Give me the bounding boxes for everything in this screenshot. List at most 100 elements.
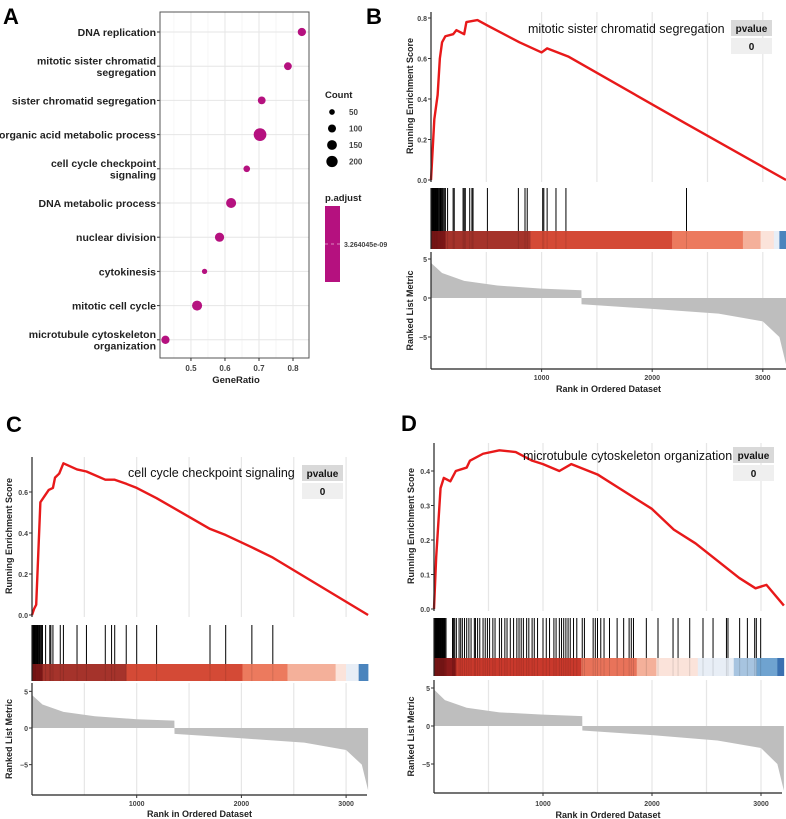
y-tick-label: 0.6 xyxy=(18,490,28,497)
rank-color-segment xyxy=(636,658,657,676)
y-tick-label: 5 xyxy=(426,686,430,693)
pvalue-header-cell xyxy=(302,465,343,481)
rank-color-segment xyxy=(242,664,288,681)
rank-color-segment xyxy=(445,231,531,249)
category-label: microtubule cytoskeleton xyxy=(29,329,156,341)
enrichment-score-line xyxy=(429,18,786,182)
data-point xyxy=(226,197,237,209)
x-axis-label: GeneRatio xyxy=(212,375,260,386)
x-tick-label: 3000 xyxy=(753,801,769,808)
y-axis-label-ranked: Ranked List Metric xyxy=(405,270,415,350)
category-label: DNA replication xyxy=(78,27,156,39)
gsea-panel-c: 0.0 0.2 0.4 0.6 Running Enrichment Score cell… xyxy=(4,457,369,819)
x-tick-label: 2000 xyxy=(644,375,660,382)
data-point xyxy=(214,232,225,242)
pvalue-header: pvalue xyxy=(307,469,339,480)
gene-set-title: mitotic sister chromatid segregation xyxy=(528,22,725,36)
gsea-panel-d: 0.0 0.1 0.2 0.3 0.4 Running Enrichment Score m… xyxy=(406,443,785,819)
legend-size-dot xyxy=(328,124,336,133)
panel-label-a: A xyxy=(3,4,19,29)
pvalue-value: 0 xyxy=(320,487,326,498)
y-tick-label: −5 xyxy=(422,762,430,769)
data-point xyxy=(253,128,267,141)
y-tick-label: 0.2 xyxy=(417,138,427,145)
rank-color-segment xyxy=(581,658,638,676)
data-point xyxy=(243,165,251,173)
y-tick-label: 0.4 xyxy=(420,469,430,476)
y-tick-label: 0.8 xyxy=(417,16,427,23)
rank-color-segment xyxy=(455,658,582,676)
category-label: organic acid metabolic process xyxy=(0,130,156,142)
ranked-metric-area xyxy=(431,262,786,365)
data-point xyxy=(161,335,170,344)
data-point xyxy=(257,96,266,105)
y-axis-label-ranked: Ranked List Metric xyxy=(4,699,14,779)
panel-label-b: B xyxy=(366,4,382,29)
rank-color-segment xyxy=(287,664,336,681)
rank-color-segment xyxy=(773,231,780,249)
x-axis-label: Rank in Ordered Dataset xyxy=(556,384,661,394)
y-tick-label: 0.2 xyxy=(420,538,430,545)
legend-size-dot xyxy=(327,140,337,150)
enrichment-score-line xyxy=(432,449,785,610)
y-tick-label: 5 xyxy=(423,257,427,264)
rank-color-segment xyxy=(777,658,785,676)
y-tick-label: 0.4 xyxy=(18,531,28,538)
x-tick-label: 1000 xyxy=(129,801,145,808)
category-label: mitotic sister chromatid xyxy=(37,55,156,67)
gene-set-title: microtubule cytoskeleton organization xyxy=(523,449,732,463)
rank-color-segment xyxy=(431,231,446,249)
x-tick-label: 3000 xyxy=(755,375,771,382)
y-tick-label: 0.0 xyxy=(420,607,430,614)
pvalue-value-cell xyxy=(302,483,343,499)
rank-color-segment xyxy=(756,658,778,676)
x-tick-label: 0.8 xyxy=(287,364,299,373)
category-label: nuclear division xyxy=(76,232,156,244)
category-label: cytokinesis xyxy=(99,266,156,278)
y-tick-label: −5 xyxy=(419,335,427,342)
pvalue-value-cell xyxy=(731,38,772,54)
x-tick-label: 3000 xyxy=(338,801,354,808)
legend-color-label: 3.264045e-09 xyxy=(344,242,387,249)
y-tick-label: 0.6 xyxy=(417,57,427,64)
x-tick-label: 1000 xyxy=(534,375,550,382)
rank-color-segment xyxy=(42,664,127,681)
category-label: organization xyxy=(94,341,156,353)
data-point xyxy=(201,268,208,275)
ranked-metric-area xyxy=(32,695,369,791)
y-axis-label: Running Enrichment Score xyxy=(4,478,14,594)
y-axis-label: Running Enrichment Score xyxy=(406,468,416,584)
panel-label-c: C xyxy=(6,412,22,437)
x-tick-label: 0.5 xyxy=(185,364,197,373)
rank-color-segment xyxy=(742,231,761,249)
pvalue-value: 0 xyxy=(751,469,757,480)
category-label: mitotic cell cycle xyxy=(72,301,156,313)
y-tick-label: 0.0 xyxy=(18,613,28,620)
ranked-metric-area xyxy=(434,689,784,791)
data-point xyxy=(297,27,307,37)
rank-color-segment xyxy=(779,231,786,249)
legend-size-label: 150 xyxy=(349,141,363,150)
enrichment-score-line xyxy=(30,462,369,617)
x-axis-label: Rank in Ordered Dataset xyxy=(555,810,660,819)
y-tick-label: 5 xyxy=(24,689,28,696)
y-tick-label: 0.4 xyxy=(417,97,427,104)
x-tick-label: 2000 xyxy=(234,801,250,808)
y-tick-label: 0 xyxy=(24,726,28,733)
legend-color-title: p.adjust xyxy=(325,193,362,204)
rank-color-segment xyxy=(733,658,757,676)
legend-size-label: 100 xyxy=(349,125,363,134)
legend-size-dot xyxy=(326,155,338,168)
y-axis-label: Running Enrichment Score xyxy=(405,38,415,154)
x-axis-label: Rank in Ordered Dataset xyxy=(147,809,252,819)
data-point xyxy=(284,62,292,71)
category-label: segregation xyxy=(96,67,156,79)
pvalue-value: 0 xyxy=(749,42,755,53)
rank-color-segment xyxy=(358,664,369,681)
y-tick-label: 0.0 xyxy=(417,178,427,185)
category-label: sister chromatid segregation xyxy=(12,95,156,107)
y-tick-label: 0.2 xyxy=(18,572,28,579)
legend-size-label: 200 xyxy=(349,158,363,167)
category-label: cell cycle checkpoint xyxy=(51,158,157,170)
